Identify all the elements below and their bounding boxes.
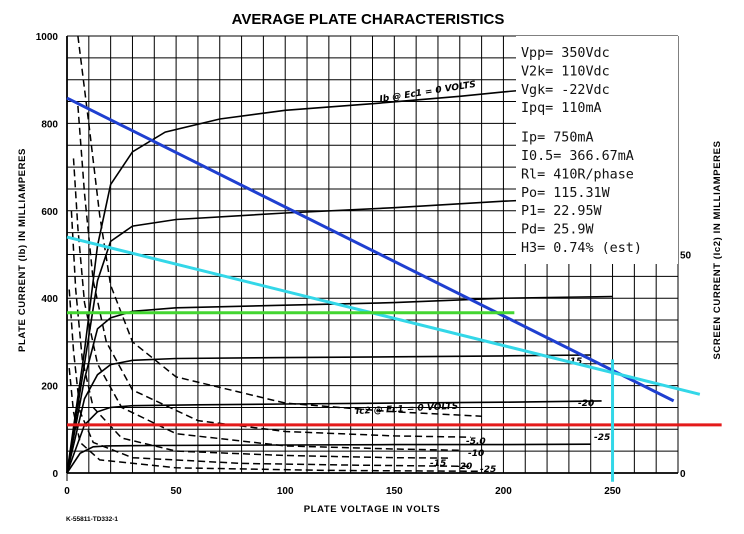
- curve-label: -25: [480, 465, 496, 475]
- y-tick-label: 800: [41, 119, 58, 130]
- annotation-box: [516, 36, 678, 264]
- chart-title: AVERAGE PLATE CHARACTERISTICS: [232, 11, 505, 28]
- curve-label: -20: [578, 399, 594, 409]
- y2-tick-label: 50: [680, 251, 692, 262]
- annotation-line: Rl= 410R/phase: [521, 167, 634, 182]
- y2-axis-label: SCREEN CURRENT (Ic2) IN MILLIAMPERES: [712, 140, 723, 359]
- plate-curve: [66, 295, 613, 474]
- figure-code: K-55811-TD332-1: [66, 516, 118, 523]
- y-tick-label: 200: [41, 382, 58, 393]
- annotation-line: V2k= 110Vdc: [521, 64, 610, 79]
- x-tick-label: 50: [171, 486, 183, 497]
- annotation-line: P1= 22.95W: [521, 204, 603, 219]
- y2-tick-label: 0: [680, 469, 686, 480]
- screen-curve: [72, 158, 460, 452]
- y-axis-label: PLATE CURRENT (Ib) IN MILLIAMPERES: [17, 148, 28, 352]
- x-tick-label: 250: [604, 486, 621, 497]
- annotation-line: Po= 115.31W: [521, 186, 611, 201]
- screen-curve: [77, 35, 482, 417]
- plate-curve: [66, 195, 613, 474]
- screen-curve: [77, 105, 471, 438]
- plate-curve: [66, 400, 602, 474]
- y-tick-label: 400: [41, 294, 58, 305]
- screen-curve: [68, 289, 471, 468]
- x-tick-label: 0: [64, 486, 70, 497]
- curve-label: -15: [430, 459, 446, 469]
- x-tick-label: 150: [386, 486, 403, 497]
- screen-curve: [70, 210, 449, 459]
- overlay-line: [66, 235, 701, 396]
- screen-curve: [68, 368, 482, 473]
- y-tick-label: 600: [41, 207, 58, 218]
- annotation-line: Vgk= -22Vdc: [521, 83, 610, 98]
- curve-label: -25: [594, 433, 610, 443]
- plate-curve: [66, 443, 591, 474]
- annotation-line: Ipq= 110mA: [521, 101, 602, 116]
- overlay-line: [66, 96, 675, 403]
- tick-labels: 0 50 100 150 200 250 0 200 400 600 800 1000 0 50: [36, 32, 692, 497]
- overlay-lines: [66, 96, 722, 482]
- plate-curve: [66, 354, 591, 474]
- y-tick-label: 0: [52, 469, 58, 480]
- curve-label: -10: [468, 449, 484, 459]
- annotations: Vpp= 350Vdc V2k= 110Vdc Vgk= -22Vdc Ipq= 11…: [516, 36, 678, 264]
- annotation-line: I0.5= 366.67mA: [521, 149, 634, 164]
- x-axis-label: PLATE VOLTAGE IN VOLTS: [304, 504, 441, 515]
- y-tick-label: 1000: [36, 32, 59, 43]
- annotation-line: Ip= 750mA: [521, 131, 594, 146]
- annotation-line: Pd= 25.9W: [521, 223, 594, 238]
- annotation-line: H3= 0.74% (est): [521, 241, 642, 256]
- x-tick-label: 100: [277, 486, 294, 497]
- curve-label: -5.0: [466, 437, 486, 447]
- annotation-line: Vpp= 350Vdc: [521, 46, 610, 61]
- x-tick-label: 200: [495, 486, 512, 497]
